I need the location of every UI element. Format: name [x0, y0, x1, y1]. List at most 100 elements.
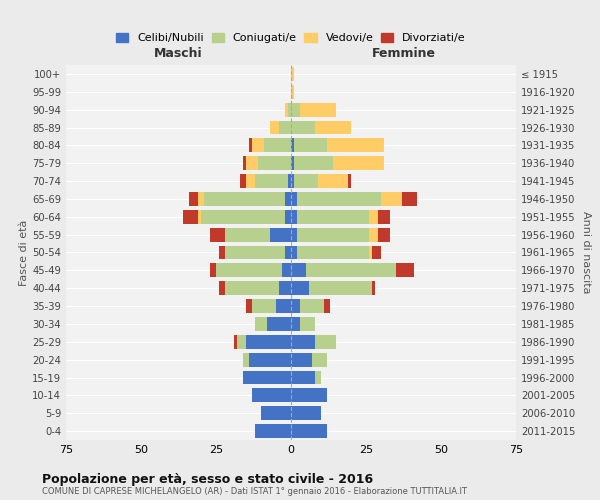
Bar [204, 192, 285, 206]
Bar [285, 210, 291, 224]
Bar [234, 335, 237, 349]
Bar [291, 352, 312, 366]
Bar [225, 228, 270, 241]
Bar [291, 281, 309, 295]
Bar [378, 228, 390, 241]
Bar [261, 406, 291, 420]
Bar [312, 352, 327, 366]
Bar [243, 156, 246, 170]
Bar [249, 352, 291, 366]
Bar [315, 120, 351, 134]
Text: Femmine: Femmine [371, 46, 436, 60]
Bar [183, 210, 198, 224]
Bar [291, 299, 300, 313]
Bar [264, 138, 291, 152]
Bar [291, 388, 327, 402]
Bar [372, 246, 381, 260]
Bar [252, 299, 276, 313]
Bar [216, 264, 282, 278]
Bar [318, 174, 348, 188]
Bar [210, 228, 225, 241]
Bar [324, 299, 330, 313]
Bar [294, 138, 327, 152]
Bar [267, 317, 291, 331]
Bar [291, 85, 294, 99]
Bar [381, 192, 402, 206]
Bar [285, 102, 288, 117]
Bar [285, 246, 291, 260]
Legend: Celibi/Nubili, Coniugati/e, Vedovi/e, Divorziati/e: Celibi/Nubili, Coniugati/e, Vedovi/e, Di… [116, 33, 466, 43]
Y-axis label: Anni di nascita: Anni di nascita [581, 211, 591, 294]
Bar [243, 352, 249, 366]
Bar [201, 210, 285, 224]
Bar [240, 174, 246, 188]
Bar [219, 281, 225, 295]
Bar [225, 281, 279, 295]
Bar [246, 174, 255, 188]
Bar [288, 174, 291, 188]
Bar [225, 246, 285, 260]
Bar [252, 388, 291, 402]
Bar [291, 192, 297, 206]
Bar [246, 156, 258, 170]
Bar [294, 174, 318, 188]
Bar [315, 370, 321, 384]
Bar [291, 424, 327, 438]
Bar [291, 120, 315, 134]
Bar [297, 210, 369, 224]
Bar [246, 335, 291, 349]
Bar [297, 246, 369, 260]
Text: COMUNE DI CAPRESE MICHELANGELO (AR) - Dati ISTAT 1° gennaio 2016 - Elaborazione : COMUNE DI CAPRESE MICHELANGELO (AR) - Da… [42, 488, 467, 496]
Bar [276, 299, 291, 313]
Bar [291, 264, 306, 278]
Bar [246, 299, 252, 313]
Bar [291, 228, 297, 241]
Bar [282, 264, 291, 278]
Bar [219, 246, 225, 260]
Bar [396, 264, 414, 278]
Bar [237, 335, 246, 349]
Bar [327, 138, 384, 152]
Bar [270, 120, 279, 134]
Text: Maschi: Maschi [154, 46, 203, 60]
Bar [309, 281, 372, 295]
Bar [333, 156, 384, 170]
Bar [291, 156, 294, 170]
Bar [315, 335, 336, 349]
Bar [258, 156, 291, 170]
Bar [378, 210, 390, 224]
Bar [300, 102, 336, 117]
Bar [255, 317, 267, 331]
Bar [252, 138, 264, 152]
Bar [198, 192, 204, 206]
Bar [279, 120, 291, 134]
Bar [291, 317, 300, 331]
Bar [369, 228, 378, 241]
Bar [243, 370, 291, 384]
Bar [291, 246, 297, 260]
Bar [291, 67, 294, 81]
Bar [348, 174, 351, 188]
Bar [249, 138, 252, 152]
Bar [291, 335, 315, 349]
Bar [210, 264, 216, 278]
Bar [270, 228, 291, 241]
Bar [297, 192, 381, 206]
Bar [297, 228, 369, 241]
Bar [291, 102, 300, 117]
Bar [291, 210, 297, 224]
Bar [300, 299, 324, 313]
Bar [288, 102, 291, 117]
Bar [294, 156, 333, 170]
Bar [369, 246, 372, 260]
Bar [291, 138, 294, 152]
Bar [285, 192, 291, 206]
Bar [402, 192, 417, 206]
Bar [255, 174, 288, 188]
Bar [369, 210, 378, 224]
Y-axis label: Fasce di età: Fasce di età [19, 220, 29, 286]
Bar [291, 370, 315, 384]
Bar [291, 406, 321, 420]
Bar [291, 174, 294, 188]
Bar [279, 281, 291, 295]
